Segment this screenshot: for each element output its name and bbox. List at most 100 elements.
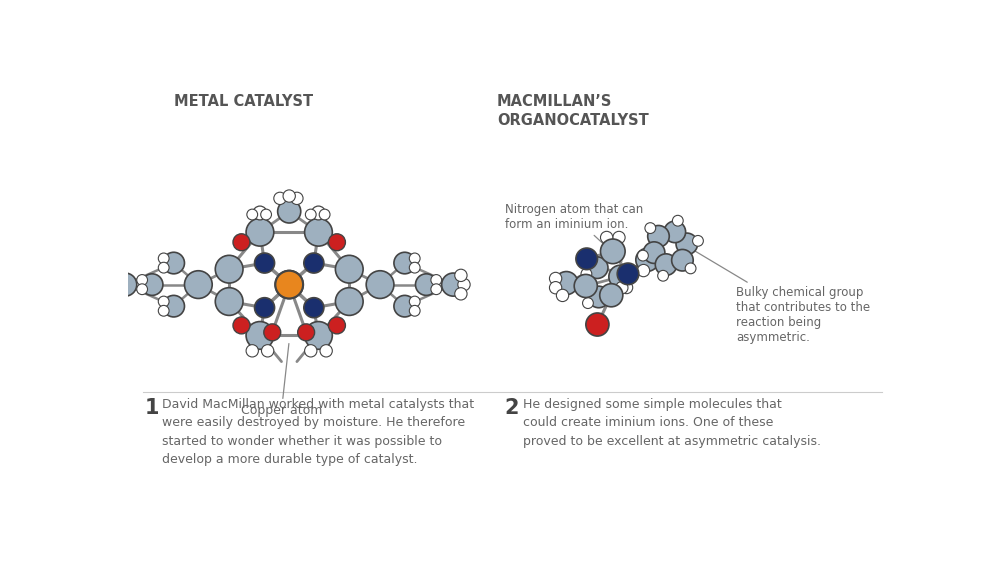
Circle shape [581, 256, 592, 267]
Circle shape [274, 192, 286, 205]
Circle shape [305, 321, 332, 349]
Circle shape [409, 253, 420, 264]
Circle shape [163, 252, 184, 274]
Circle shape [581, 269, 592, 279]
Circle shape [442, 273, 465, 296]
Circle shape [455, 288, 467, 300]
Circle shape [233, 234, 250, 251]
Circle shape [431, 284, 442, 294]
Circle shape [636, 248, 659, 271]
Circle shape [648, 225, 669, 247]
Circle shape [555, 271, 578, 294]
Circle shape [616, 282, 628, 294]
Circle shape [574, 274, 597, 297]
Circle shape [319, 209, 330, 220]
Circle shape [108, 278, 121, 291]
Text: MACMILLAN’S
ORGANOCATALYST: MACMILLAN’S ORGANOCATALYST [497, 94, 649, 128]
Circle shape [409, 305, 420, 316]
Circle shape [158, 253, 169, 264]
Circle shape [685, 263, 696, 274]
Circle shape [275, 271, 303, 298]
Circle shape [246, 321, 274, 349]
Circle shape [253, 206, 267, 220]
Circle shape [278, 200, 301, 223]
Circle shape [111, 288, 124, 300]
Circle shape [264, 324, 281, 341]
Circle shape [693, 236, 703, 246]
Circle shape [305, 218, 332, 246]
Circle shape [600, 239, 625, 264]
Circle shape [246, 344, 258, 357]
Circle shape [261, 344, 274, 357]
Circle shape [676, 233, 698, 255]
Circle shape [335, 255, 363, 283]
Circle shape [672, 250, 693, 271]
Circle shape [431, 275, 442, 285]
Circle shape [111, 269, 124, 282]
Text: Nitrogen atom that can
form an iminium ion.: Nitrogen atom that can form an iminium i… [505, 203, 643, 261]
Circle shape [458, 278, 470, 291]
Circle shape [672, 215, 683, 226]
Circle shape [617, 263, 639, 285]
Circle shape [320, 344, 332, 357]
Circle shape [600, 231, 613, 244]
Circle shape [163, 296, 184, 317]
Circle shape [637, 264, 650, 277]
Circle shape [638, 250, 648, 261]
Text: Bulky chemical group
that contributes to the
reaction being
asymmetric.: Bulky chemical group that contributes to… [685, 246, 870, 344]
Text: Copper atom: Copper atom [241, 344, 322, 417]
Circle shape [335, 288, 363, 316]
Circle shape [613, 231, 625, 244]
Circle shape [328, 234, 345, 251]
Circle shape [455, 269, 467, 282]
Circle shape [184, 271, 212, 298]
Circle shape [409, 296, 420, 307]
Circle shape [304, 253, 324, 273]
Circle shape [255, 298, 275, 318]
Circle shape [298, 324, 315, 341]
Circle shape [247, 209, 258, 220]
Circle shape [366, 271, 394, 298]
Circle shape [141, 274, 163, 296]
Circle shape [549, 282, 562, 294]
Circle shape [588, 286, 610, 308]
Circle shape [304, 298, 324, 318]
Circle shape [312, 206, 325, 220]
Circle shape [576, 248, 597, 270]
Circle shape [586, 257, 608, 278]
Circle shape [549, 273, 562, 285]
Text: 2: 2 [505, 398, 519, 418]
Circle shape [158, 296, 169, 307]
Circle shape [291, 192, 303, 205]
Circle shape [261, 209, 271, 220]
Circle shape [158, 305, 169, 316]
Circle shape [620, 281, 633, 294]
Circle shape [305, 209, 316, 220]
Circle shape [158, 262, 169, 273]
Circle shape [255, 253, 275, 273]
Circle shape [283, 190, 295, 202]
Circle shape [215, 255, 243, 283]
Circle shape [328, 317, 345, 334]
Circle shape [233, 317, 250, 334]
Circle shape [114, 273, 137, 296]
Circle shape [394, 252, 415, 274]
Text: METAL CATALYST: METAL CATALYST [174, 94, 313, 109]
Circle shape [586, 313, 609, 336]
Circle shape [664, 221, 686, 243]
Circle shape [645, 223, 656, 233]
Circle shape [583, 298, 593, 309]
Circle shape [658, 270, 668, 281]
Circle shape [643, 242, 665, 263]
Circle shape [137, 284, 148, 294]
Circle shape [246, 218, 274, 246]
Circle shape [409, 262, 420, 273]
Circle shape [415, 274, 437, 296]
Circle shape [137, 275, 148, 285]
Text: 1: 1 [144, 398, 159, 418]
Circle shape [556, 289, 569, 301]
Circle shape [583, 285, 593, 296]
Circle shape [394, 296, 415, 317]
Circle shape [655, 254, 677, 275]
Text: David MacMillan worked with metal catalysts that
were easily destroyed by moistu: David MacMillan worked with metal cataly… [162, 398, 474, 466]
